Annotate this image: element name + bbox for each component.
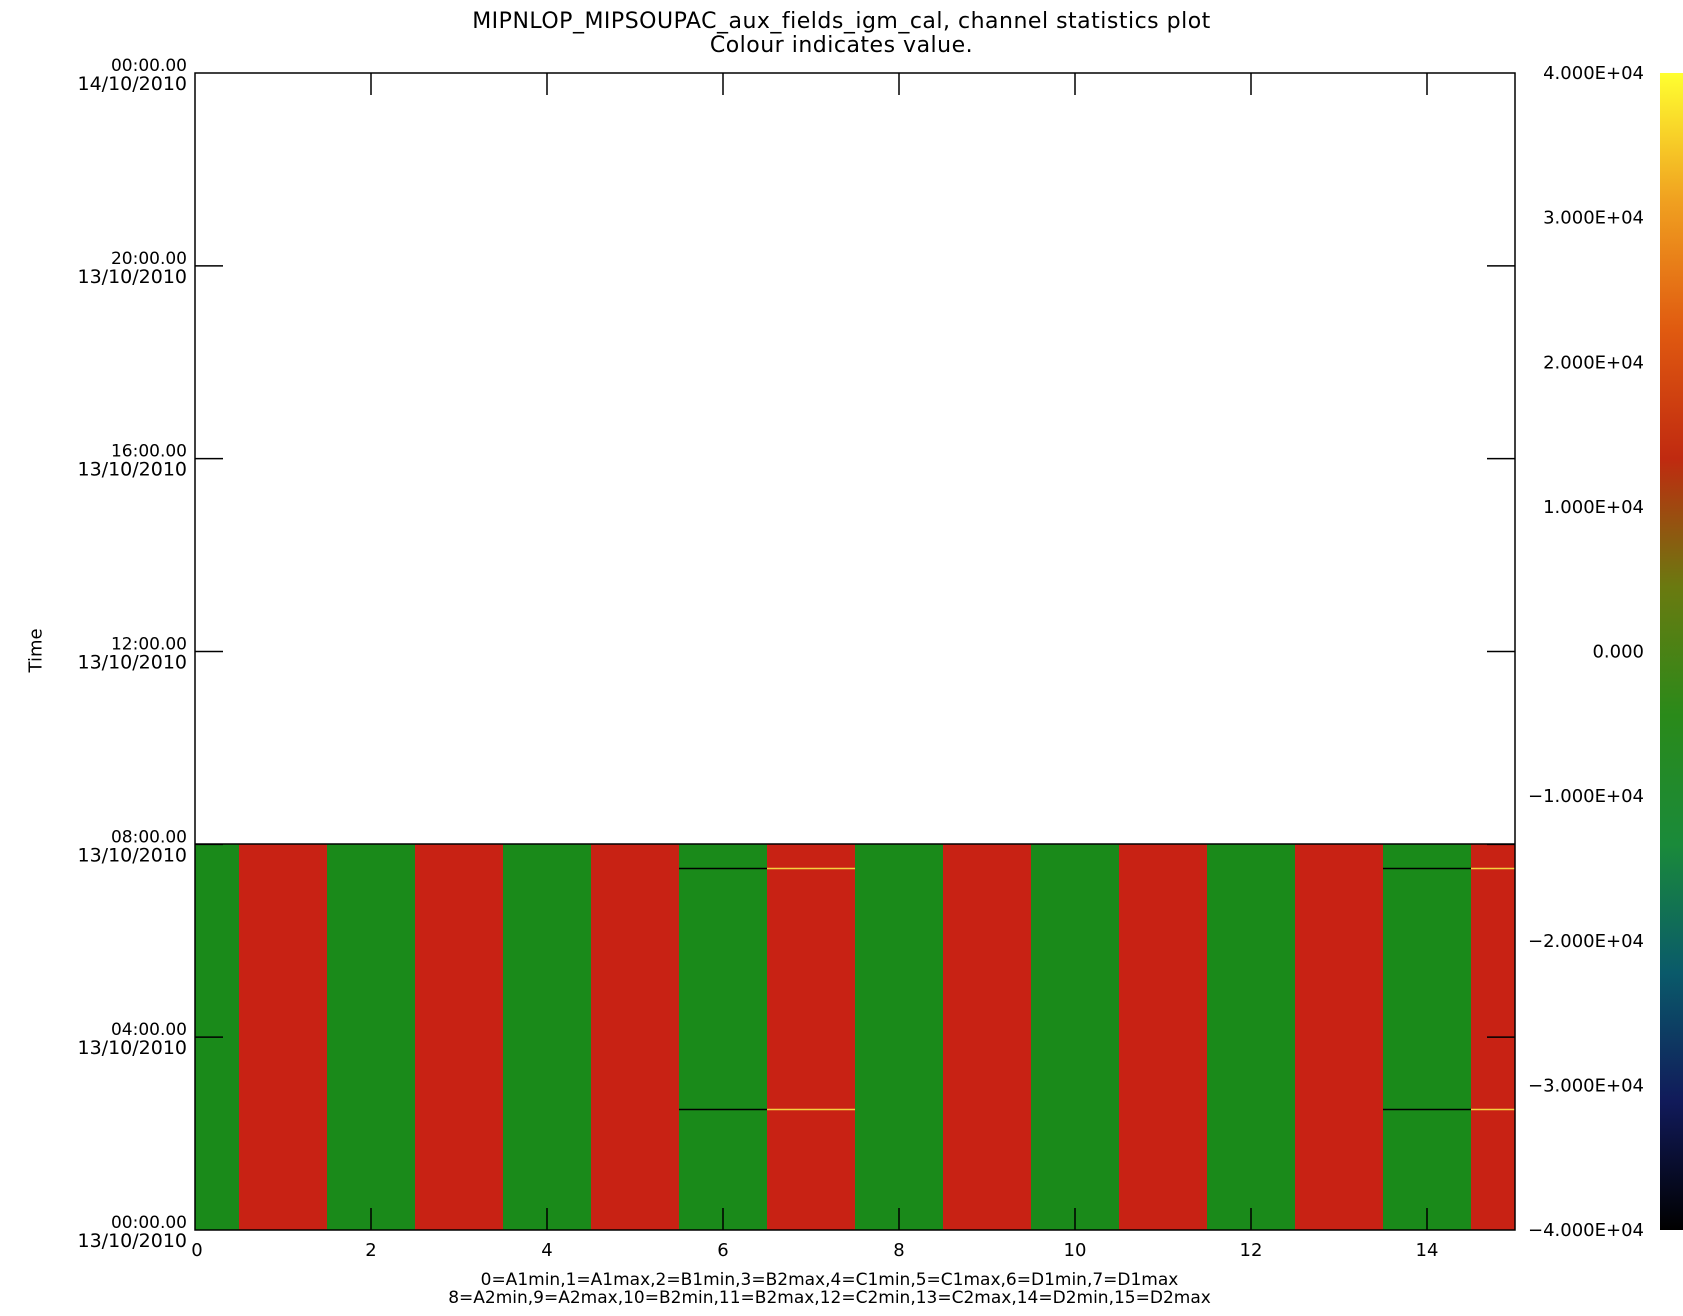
y-tick-time: 04:00.00 [111,1020,187,1040]
x-tick-label: 8 [893,1240,904,1261]
y-tick-date: 14/10/2010 [77,73,187,95]
heatmap-cell-2 [327,844,415,1230]
heatmap-cell-14 [1383,844,1471,1230]
heatmap-cell-10 [1031,844,1119,1230]
colorbar-tick-label: −2.000E+04 [1528,931,1644,952]
y-tick-time: 16:00.00 [111,442,187,462]
heatmap-cell-5 [591,844,679,1230]
heatmap-cell-3 [415,844,503,1230]
y-tick-date: 13/10/2010 [77,1230,187,1252]
heatmap-cell-1 [239,844,327,1230]
colorbar [1660,73,1683,1230]
x-tick-label: 0 [191,1240,202,1261]
heatmap-stripes [679,867,1515,1111]
channel-legend-line-1: 0=A1min,1=A1max,2=B1min,3=B2max,4=C1min,… [480,1270,1179,1290]
y-tick-date: 13/10/2010 [77,1037,187,1059]
colorbar-tick-label: 1.000E+04 [1543,497,1644,518]
y-tick-time: 08:00.00 [111,827,187,847]
y-tick-time: 12:00.00 [111,635,187,655]
y-axis-label: Time [25,628,47,673]
y-tick-date: 13/10/2010 [77,844,187,866]
heatmap-cell-8 [855,844,943,1230]
heatmap-cells [195,844,1515,1230]
x-tick-label: 6 [717,1240,728,1261]
heatmap-cell-11 [1119,844,1207,1230]
y-tick-date: 13/10/2010 [77,266,187,288]
chart-title: MIPNLOP_MIPSOUPAC_aux_fields_igm_cal, ch… [472,9,1211,34]
heatmap-cell-7 [767,844,855,1230]
x-tick-labels: 0 2 4 6 8 10 12 14 [191,1240,1438,1261]
channel-legend-line-2: 8=A2min,9=A2max,10=B2min,11=B2max,12=C2m… [448,1288,1211,1308]
x-tick-label: 2 [365,1240,376,1261]
colorbar-tick-label: 2.000E+04 [1543,352,1644,373]
y-tick-time: 00:00.00 [111,56,187,76]
heatmap-cell-12 [1207,844,1295,1230]
chart-subtitle: Colour indicates value. [709,33,974,58]
y-tick-time: 00:00.00 [111,1213,187,1233]
y-tick-labels: 00:00.0013/10/201004:00.0013/10/201008:0… [77,56,187,1252]
y-tick-date: 13/10/2010 [77,459,187,481]
heatmap-cell-6 [679,844,767,1230]
axis-ticks [195,73,1515,1230]
colorbar-tick-label: 3.000E+04 [1543,208,1644,229]
x-tick-label: 12 [1240,1240,1263,1261]
colorbar-tick-labels: 4.000E+04 3.000E+04 2.000E+04 1.000E+04 0.00… [1528,63,1644,1241]
colorbar-tick-label: −4.000E+04 [1528,1220,1644,1241]
x-tick-label: 4 [541,1240,552,1261]
y-tick-date: 13/10/2010 [77,652,187,674]
colorbar-tick-label: −3.000E+04 [1528,1075,1644,1096]
heatmap-cell-13 [1295,844,1383,1230]
x-tick-label: 14 [1416,1240,1439,1261]
colorbar-tick-label: −1.000E+04 [1528,786,1644,807]
x-tick-label: 10 [1064,1240,1087,1261]
heatmap-cell-9 [943,844,1031,1230]
colorbar-tick-label: 0.000 [1592,642,1644,663]
colorbar-tick-label: 4.000E+04 [1543,63,1644,84]
heatmap-cell-4 [503,844,591,1230]
y-tick-time: 20:00.00 [111,249,187,269]
